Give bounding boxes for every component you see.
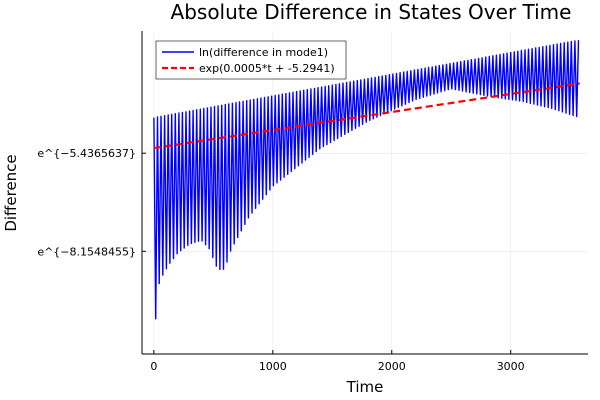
x-tick-label: 2000 [378, 360, 406, 373]
legend-label: exp(0.0005*t + -5.2941) [199, 62, 335, 75]
x-tick-label: 0 [150, 360, 157, 373]
y-axis-label: Difference [2, 154, 20, 231]
plot-series [153, 40, 580, 320]
x-tick-label: 1000 [259, 360, 287, 373]
legend: ln(difference in mode1) exp(0.0005*t + -5… [155, 40, 347, 80]
y-tick-label: e^{−8.1548455} [37, 245, 136, 258]
legend-box [155, 40, 347, 80]
x-tick-label: 3000 [497, 360, 525, 373]
y-tick-label: e^{−5.4365637} [37, 147, 136, 160]
series-line-fit [153, 82, 580, 150]
tick-labels: 0 1000 2000 3000 e^{−5.4365637} e^{−8.1548455… [37, 147, 524, 373]
chart-title: Absolute Difference in States Over Time [171, 0, 572, 24]
axes [141, 31, 588, 355]
legend-label: ln(difference in mode1) [199, 46, 328, 59]
series-line-mode1 [153, 40, 580, 320]
x-axis-label: Time [346, 378, 384, 396]
